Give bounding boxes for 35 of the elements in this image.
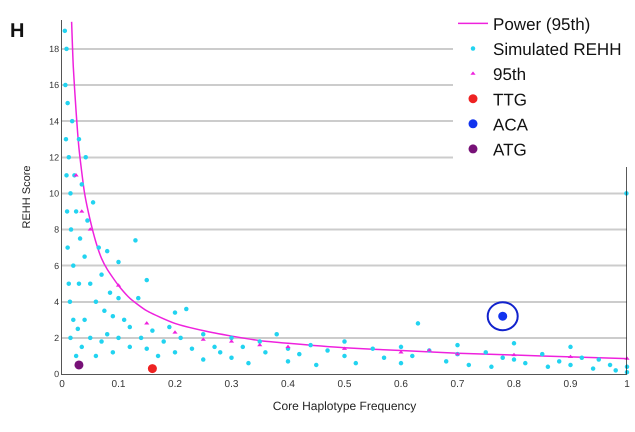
point: [144, 321, 150, 325]
legend-label: TTG: [493, 90, 527, 110]
legend-label: 95th: [493, 65, 526, 84]
x-tick-label: 0.2: [168, 379, 182, 390]
x-tick-label: 0.4: [281, 379, 296, 390]
y-tick-label: 0: [54, 369, 60, 380]
x-tick-label: 0.5: [338, 379, 352, 390]
y-tick-label: 16: [49, 80, 60, 90]
y-tick-label: 10: [49, 188, 60, 199]
y-axis-title: REHH Score: [20, 166, 33, 228]
x-tick-label: 0.7: [450, 379, 465, 390]
x-tick-label: 1: [624, 379, 630, 390]
legend-label: Power (95th): [493, 15, 590, 34]
point: [148, 364, 157, 374]
legend-label: ACA: [493, 115, 529, 134]
x-tick-label: 0.8: [507, 379, 522, 390]
point: [200, 337, 206, 341]
y-tick-label: 6: [54, 260, 60, 271]
y-tick-label: 8: [54, 224, 60, 235]
y-tick-label: 18: [49, 44, 60, 54]
x-tick-label: 0.3: [224, 379, 239, 390]
y-tick-label: 2: [54, 333, 60, 344]
y-tick-label: 14: [49, 116, 60, 126]
legend-label: ATG: [493, 140, 527, 160]
legend-label: Simulated REHH: [493, 40, 622, 60]
y-tick-label: 12: [49, 152, 60, 162]
text: H: [10, 20, 24, 42]
x-axis-title: Core Haplotype Frequency: [272, 398, 416, 413]
y-tick-label: 4: [54, 296, 60, 307]
x-tick-label: 0.6: [394, 379, 408, 390]
x-tick-label: 0.9: [564, 379, 578, 390]
point: [74, 360, 84, 370]
x-tick-label: 0.1: [112, 379, 126, 390]
point: [79, 209, 84, 213]
point: [486, 301, 519, 332]
